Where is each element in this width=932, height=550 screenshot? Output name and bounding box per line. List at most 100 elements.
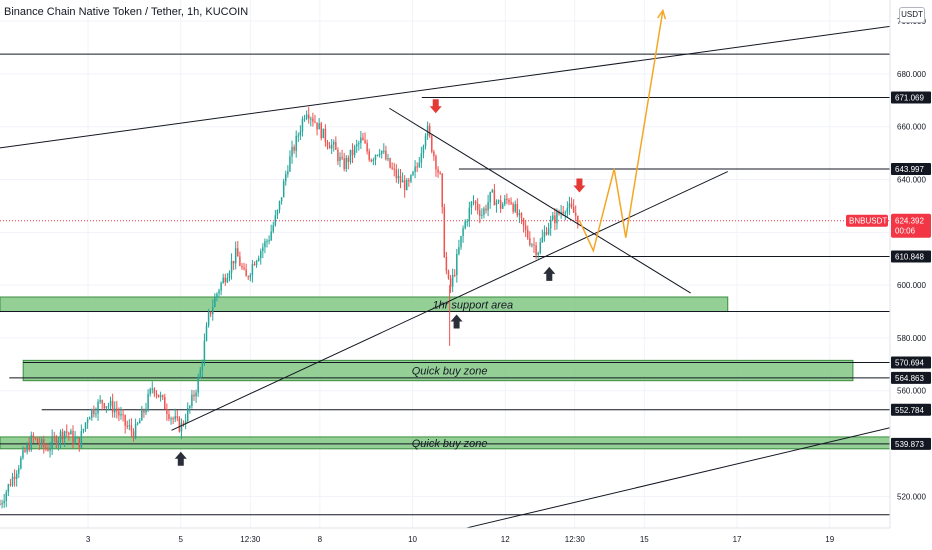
candle-body — [80, 431, 83, 448]
signal-arrows — [174, 99, 586, 466]
candle-body — [212, 306, 214, 315]
candle-body — [472, 201, 475, 203]
candle-body — [197, 377, 199, 393]
candle-body — [63, 431, 66, 440]
candle-body — [335, 141, 337, 150]
candle-body — [203, 340, 206, 363]
level-label-5: 564.863 — [895, 374, 924, 383]
candle-body — [170, 418, 172, 420]
candle-body — [291, 146, 293, 157]
candle-body — [195, 392, 197, 397]
candle-body — [245, 269, 247, 277]
currency-button[interactable]: USDT — [899, 7, 925, 23]
candle-body — [251, 264, 254, 276]
y-tick-label: 600.000 — [897, 281, 926, 290]
candle-body — [51, 436, 53, 449]
candle-body — [299, 131, 302, 136]
level-label-4: 570.694 — [895, 358, 924, 367]
candle-body — [13, 476, 16, 479]
candle-body — [178, 417, 181, 432]
candle-body — [91, 409, 93, 418]
candle-body — [310, 118, 312, 120]
candle-body — [318, 123, 320, 130]
candle-body — [420, 153, 423, 163]
candle-body — [249, 275, 252, 278]
y-tick-label: 580.000 — [897, 334, 926, 343]
candle-body — [395, 169, 398, 179]
x-tick-label: 12:30 — [240, 535, 261, 544]
candle-body — [45, 446, 47, 450]
candle-body — [412, 171, 414, 176]
arrow-down-icon-0 — [429, 99, 442, 114]
price-axis[interactable]: 520.000540.000560.000580.000600.000620.0… — [846, 0, 932, 550]
candle-body — [539, 242, 542, 253]
level-label-bg-5 — [891, 371, 931, 384]
level-label-bg-7 — [891, 437, 931, 450]
candle-body — [266, 240, 268, 242]
candle-body — [124, 415, 126, 426]
candle-body — [545, 231, 548, 235]
last-price-label: 624.392 — [895, 217, 924, 226]
candle-body — [84, 422, 87, 430]
candle-body — [155, 393, 158, 395]
arrow-up-icon-2 — [543, 266, 556, 281]
candle-body — [15, 473, 18, 479]
candle-body — [547, 228, 550, 235]
candle-body — [370, 159, 373, 162]
x-tick-label: 17 — [733, 535, 742, 544]
y-tick-label: 660.000 — [897, 123, 926, 132]
candle-body — [303, 118, 306, 120]
candle-body — [172, 418, 174, 420]
candle-body — [93, 409, 95, 415]
candle-body — [353, 146, 356, 156]
candle-body — [406, 180, 408, 191]
candle-body — [333, 141, 335, 145]
candle-body — [222, 277, 224, 284]
candle-body — [285, 174, 287, 182]
candle-body — [347, 157, 350, 163]
candle-body — [512, 203, 514, 212]
candle-body — [287, 171, 289, 175]
candle-body — [136, 423, 139, 425]
candle-body — [247, 276, 249, 278]
candle-body — [556, 211, 558, 224]
x-tick-label: 12:30 — [565, 535, 586, 544]
candle-body — [78, 437, 81, 448]
candle-body — [224, 277, 227, 283]
candle-body — [55, 437, 58, 446]
candle-body — [141, 409, 143, 421]
time-axis[interactable]: 3 5 12:30 8 10 12 12:30 15 17 19 — [0, 527, 932, 550]
candle-body — [47, 449, 49, 451]
candle-body — [453, 274, 456, 276]
candle-body — [495, 201, 498, 206]
candle-body — [476, 203, 479, 211]
symbol-tag — [846, 214, 888, 227]
candle-body — [387, 158, 389, 160]
candle-body — [99, 400, 101, 402]
candle-body — [272, 225, 275, 232]
candle-body — [368, 151, 370, 160]
candle-body — [264, 241, 266, 248]
candle-body — [372, 159, 375, 162]
candle-body — [120, 414, 122, 416]
candle-body — [53, 436, 55, 438]
candle-body — [243, 267, 245, 270]
candle-body — [307, 114, 310, 119]
time-axis-bg — [0, 528, 932, 550]
candle-body — [320, 123, 322, 139]
candle-body — [501, 204, 504, 209]
candle-body — [326, 141, 329, 146]
price-axis-bg — [890, 0, 932, 550]
projection-arrowhead — [657, 8, 667, 20]
candle-body — [570, 203, 573, 208]
candle-body — [383, 150, 385, 152]
x-tick-label: 12 — [501, 535, 510, 544]
candle-body — [441, 173, 443, 208]
candle-body — [145, 408, 147, 413]
candle-body — [282, 181, 285, 198]
candle-body — [209, 311, 212, 315]
candle-body — [239, 256, 241, 266]
candle-body — [314, 121, 316, 123]
candle-body — [458, 247, 460, 254]
